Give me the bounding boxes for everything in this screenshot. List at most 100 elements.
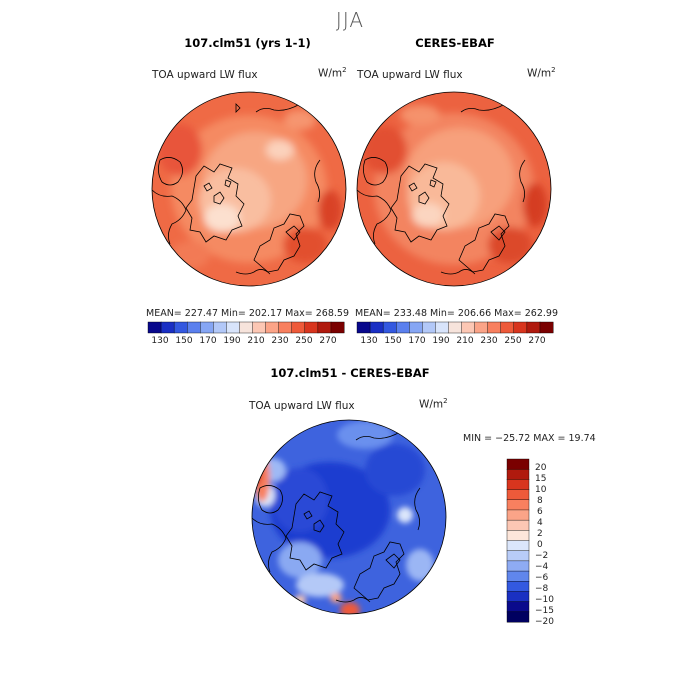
- colorbar-swatch: [539, 321, 554, 334]
- colorbar-swatch: [506, 581, 530, 592]
- panel3-colorbar: [506, 458, 530, 623]
- colorbar-swatch: [506, 601, 530, 613]
- colorbar-swatch: [422, 321, 436, 334]
- colorbar-swatch: [506, 550, 530, 562]
- tick-label: 230: [271, 336, 289, 346]
- panel1-map: [151, 91, 347, 287]
- colorbar-swatch: [291, 321, 306, 334]
- tick-label: 20: [535, 463, 547, 473]
- tick-label: 250: [295, 336, 313, 346]
- colorbar-swatch: [304, 321, 319, 334]
- tick-label: −20: [535, 617, 554, 627]
- panel1-title: 107.clm51 (yrs 1-1): [184, 36, 311, 50]
- tick-label: 250: [504, 336, 522, 346]
- colorbar-swatch: [506, 468, 530, 480]
- tick-label: 130: [151, 336, 169, 346]
- tick-label: 2: [537, 529, 543, 539]
- colorbar-swatch: [474, 321, 489, 334]
- colorbar-swatch: [506, 540, 530, 552]
- panel1-colorbar-ticks: 130 150 170 190 210 230 250 270: [0, 336, 700, 350]
- colorbar-swatch: [213, 321, 227, 334]
- panel2-colorbar-ticks: 130 150 170 190 210 230 250 270: [0, 336, 700, 350]
- panel1-colorbar: [147, 321, 345, 334]
- colorbar-swatch: [506, 611, 530, 623]
- tick-label: −6: [535, 573, 549, 583]
- figure-season-title: JJA: [335, 8, 365, 32]
- colorbar-swatch: [506, 530, 530, 542]
- tick-label: −10: [535, 595, 554, 605]
- panel3-units-label: W/m2: [419, 397, 448, 411]
- colorbar-swatch: [330, 321, 345, 334]
- tick-label: 150: [175, 336, 193, 346]
- tick-label: −2: [535, 551, 549, 561]
- colorbar-swatch: [317, 321, 332, 334]
- tick-label: 270: [319, 336, 337, 346]
- panel3-colorbar-ticks: 20 15 10 8 6 4 2 0 −2 −4 −6 −8 −10 −15 −…: [535, 458, 575, 628]
- colorbar-swatch: [448, 321, 463, 334]
- tick-label: −4: [535, 562, 549, 572]
- panel2-stats: MEAN= 233.48 Min= 206.66 Max= 262.99: [355, 308, 559, 319]
- colorbar-swatch: [147, 321, 162, 334]
- panel1-variable-label: TOA upward LW flux: [152, 69, 258, 81]
- panel3-map: [251, 419, 447, 615]
- tick-label: 170: [408, 336, 426, 346]
- tick-label: 4: [537, 518, 543, 528]
- panel3-variable-label: TOA upward LW flux: [249, 400, 355, 412]
- tick-label: −8: [535, 584, 549, 594]
- colorbar-swatch: [506, 570, 530, 582]
- colorbar-swatch: [186, 321, 201, 334]
- colorbar-swatch: [396, 321, 410, 334]
- panel1-units-label: W/m2: [318, 66, 347, 80]
- colorbar-swatch: [506, 479, 530, 491]
- colorbar-swatch: [506, 591, 530, 603]
- panel3-stats: MIN = −25.72 MAX = 19.74: [463, 433, 596, 444]
- tick-label: 10: [535, 485, 547, 495]
- tick-label: 0: [537, 540, 543, 550]
- panel2-map: [356, 91, 552, 287]
- panel2-units-label: W/m2: [527, 66, 556, 80]
- colorbar-swatch: [239, 321, 254, 334]
- tick-label: 190: [223, 336, 241, 346]
- tick-label: 130: [360, 336, 378, 346]
- colorbar-swatch: [173, 321, 188, 334]
- tick-label: 190: [432, 336, 450, 346]
- colorbar-swatch: [435, 321, 449, 334]
- panel2-colorbar: [356, 321, 554, 334]
- tick-label: 210: [456, 336, 474, 346]
- tick-label: 6: [537, 507, 543, 517]
- colorbar-swatch: [160, 321, 175, 334]
- colorbar-swatch: [506, 458, 530, 470]
- colorbar-swatch: [506, 560, 530, 572]
- tick-label: 230: [480, 336, 498, 346]
- tick-label: 150: [384, 336, 402, 346]
- colorbar-swatch: [461, 321, 476, 334]
- tick-label: 15: [535, 474, 547, 484]
- colorbar-swatch: [506, 519, 530, 531]
- colorbar-swatch: [200, 321, 214, 334]
- colorbar-swatch: [506, 509, 530, 521]
- tick-label: 170: [199, 336, 217, 346]
- panel1-stats: MEAN= 227.47 Min= 202.17 Max= 268.59: [146, 308, 350, 319]
- colorbar-swatch: [526, 321, 541, 334]
- tick-label: −15: [535, 606, 554, 616]
- panel3-title: 107.clm51 - CERES-EBAF: [270, 366, 430, 380]
- tick-label: 270: [528, 336, 546, 346]
- colorbar-swatch: [506, 499, 530, 511]
- colorbar-swatch: [356, 321, 371, 334]
- colorbar-swatch: [506, 489, 530, 501]
- tick-label: 210: [247, 336, 265, 346]
- colorbar-swatch: [500, 321, 515, 334]
- colorbar-swatch: [369, 321, 384, 334]
- colorbar-swatch: [265, 321, 280, 334]
- colorbar-swatch: [487, 321, 502, 334]
- colorbar-swatch: [409, 321, 423, 334]
- colorbar-swatch: [226, 321, 240, 334]
- tick-label: 8: [537, 496, 543, 506]
- colorbar-swatch: [382, 321, 397, 334]
- panel2-variable-label: TOA upward LW flux: [357, 69, 463, 81]
- colorbar-swatch: [513, 321, 528, 334]
- colorbar-swatch: [252, 321, 267, 334]
- colorbar-swatch: [278, 321, 293, 334]
- panel2-title: CERES-EBAF: [415, 36, 495, 50]
